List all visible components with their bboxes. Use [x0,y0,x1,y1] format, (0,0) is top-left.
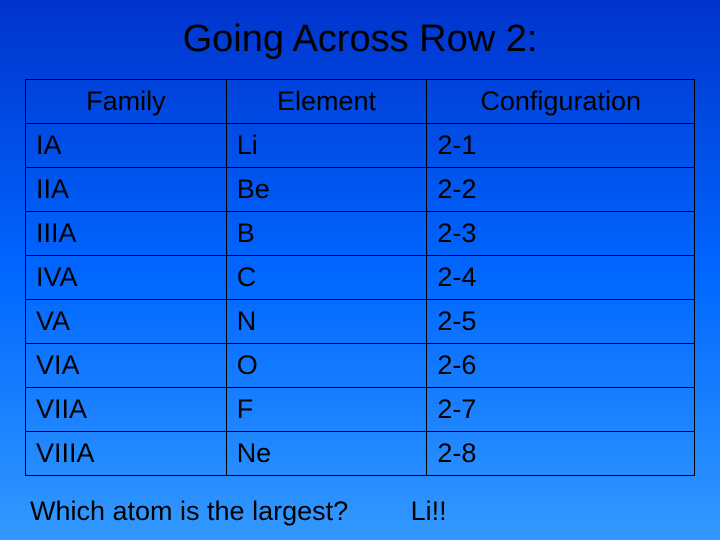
cell-element: N [226,300,427,344]
cell-family: VA [26,300,227,344]
table-row: IIIA B 2-3 [26,212,695,256]
slide-container: Going Across Row 2: Family Element Confi… [0,0,720,540]
table-header-row: Family Element Configuration [26,80,695,124]
cell-element: Be [226,168,427,212]
cell-family: IVA [26,256,227,300]
cell-family: VIA [26,344,227,388]
cell-element: O [226,344,427,388]
periodic-row-table: Family Element Configuration IA Li 2-1 I… [25,79,695,476]
question-text: Which atom is the largest? [30,496,348,526]
table-row: VIIIA Ne 2-8 [26,432,695,476]
cell-element: Li [226,124,427,168]
table-row: VIA O 2-6 [26,344,695,388]
cell-config: 2-6 [427,344,695,388]
cell-config: 2-1 [427,124,695,168]
cell-element: B [226,212,427,256]
cell-family: VIIA [26,388,227,432]
cell-config: 2-2 [427,168,695,212]
cell-family: IIIA [26,212,227,256]
cell-config: 2-4 [427,256,695,300]
cell-family: IIA [26,168,227,212]
header-element: Element [226,80,427,124]
header-family: Family [26,80,227,124]
question-container: Which atom is the largest? Li!! [25,496,695,527]
cell-config: 2-5 [427,300,695,344]
cell-element: C [226,256,427,300]
slide-title: Going Across Row 2: [25,18,695,61]
cell-element: F [226,388,427,432]
table-row: IA Li 2-1 [26,124,695,168]
table-row: VIIA F 2-7 [26,388,695,432]
cell-config: 2-8 [427,432,695,476]
cell-config: 2-3 [427,212,695,256]
cell-element: Ne [226,432,427,476]
cell-family: VIIIA [26,432,227,476]
cell-config: 2-7 [427,388,695,432]
answer-text: Li!! [411,496,447,527]
table-row: VA N 2-5 [26,300,695,344]
table-row: IIA Be 2-2 [26,168,695,212]
cell-family: IA [26,124,227,168]
table-row: IVA C 2-4 [26,256,695,300]
header-configuration: Configuration [427,80,695,124]
